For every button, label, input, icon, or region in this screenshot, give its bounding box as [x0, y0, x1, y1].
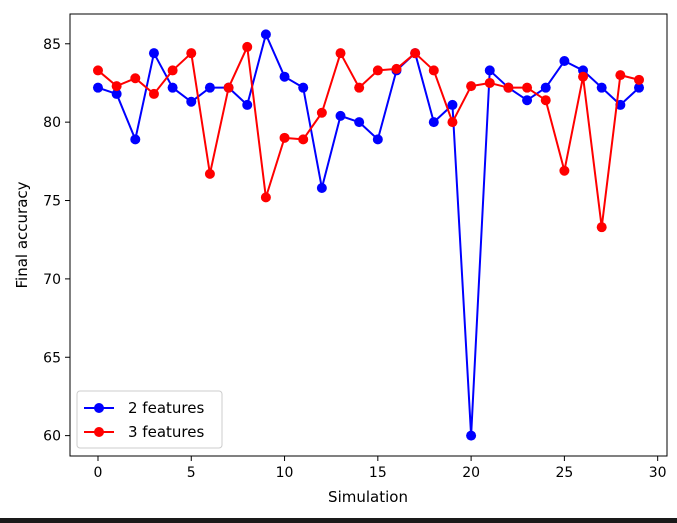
data-point-3-features	[111, 81, 122, 92]
data-point-2-features	[167, 82, 178, 93]
data-point-2-features	[111, 88, 122, 99]
data-point-3-features	[428, 65, 439, 76]
y-axis-label: Final accuracy	[13, 181, 31, 288]
legend-box	[76, 390, 223, 449]
data-point-2-features	[540, 82, 551, 93]
data-point-2-features	[316, 182, 327, 193]
data-point-3-features	[242, 41, 253, 52]
y-tick-label: 80	[43, 115, 61, 131]
data-point-3-features	[223, 82, 234, 93]
data-point-3-features	[466, 81, 477, 92]
y-tick-label: 60	[43, 429, 61, 445]
series-layer	[92, 29, 645, 441]
ticks-layer: 0 5 10 15 20 25 30 60 65 70 75 80 85	[43, 37, 666, 481]
data-point-2-features	[279, 71, 290, 82]
legend-label-3-features: 3 features	[128, 423, 204, 441]
y-tick-label: 75	[43, 194, 61, 210]
data-point-3-features	[186, 48, 197, 59]
x-tick-label: 25	[555, 465, 573, 481]
data-point-3-features	[148, 88, 159, 99]
data-point-3-features	[503, 82, 514, 93]
data-point-3-features	[204, 168, 215, 179]
y-tick-label: 70	[43, 272, 61, 288]
x-tick-label: 20	[462, 465, 480, 481]
data-point-3-features	[540, 95, 551, 106]
data-point-3-features	[410, 48, 421, 59]
data-point-3-features	[522, 82, 533, 93]
data-point-2-features	[92, 82, 103, 93]
data-point-3-features	[335, 48, 346, 59]
data-point-2-features	[148, 48, 159, 59]
data-point-3-features	[260, 192, 271, 203]
x-tick-label: 5	[187, 465, 196, 481]
data-point-2-features	[596, 82, 607, 93]
x-axis-label: Simulation	[328, 488, 408, 506]
data-point-3-features	[615, 70, 626, 81]
data-point-2-features	[559, 56, 570, 67]
data-point-2-features	[428, 117, 439, 128]
data-point-3-features	[279, 132, 290, 143]
legend-label-2-features: 2 features	[128, 399, 204, 417]
x-tick-label: 15	[369, 465, 387, 481]
data-point-2-features	[522, 95, 533, 106]
data-point-2-features	[204, 82, 215, 93]
data-point-3-features	[559, 165, 570, 176]
legend-marker-2-features	[94, 403, 104, 413]
data-point-3-features	[354, 82, 365, 93]
data-point-3-features	[578, 71, 589, 82]
x-tick-label: 30	[649, 465, 667, 481]
data-point-2-features	[130, 134, 141, 145]
data-point-2-features	[354, 117, 365, 128]
data-point-3-features	[92, 65, 103, 76]
data-point-2-features	[260, 29, 271, 40]
data-point-3-features	[596, 222, 607, 233]
x-tick-label: 10	[276, 465, 294, 481]
data-point-2-features	[634, 82, 645, 93]
data-point-3-features	[316, 107, 327, 118]
legend: 2 features 3 features	[76, 390, 223, 449]
legend-marker-3-features	[94, 427, 104, 437]
data-point-2-features	[298, 82, 309, 93]
data-point-3-features	[634, 74, 645, 85]
y-tick-label: 65	[43, 350, 61, 366]
data-point-2-features	[242, 99, 253, 110]
data-point-2-features	[372, 134, 383, 145]
data-point-2-features	[466, 430, 477, 441]
data-point-3-features	[130, 73, 141, 84]
data-point-3-features	[391, 63, 402, 74]
data-point-3-features	[298, 134, 309, 145]
data-point-3-features	[167, 65, 178, 76]
data-point-3-features	[372, 65, 383, 76]
y-tick-label: 85	[43, 37, 61, 53]
data-point-3-features	[484, 77, 495, 88]
plot-frame	[69, 13, 668, 457]
data-point-3-features	[447, 117, 458, 128]
x-tick-label: 0	[94, 465, 103, 481]
data-point-2-features	[484, 65, 495, 76]
data-point-2-features	[335, 110, 346, 121]
data-point-2-features	[186, 96, 197, 107]
data-point-2-features	[447, 99, 458, 110]
